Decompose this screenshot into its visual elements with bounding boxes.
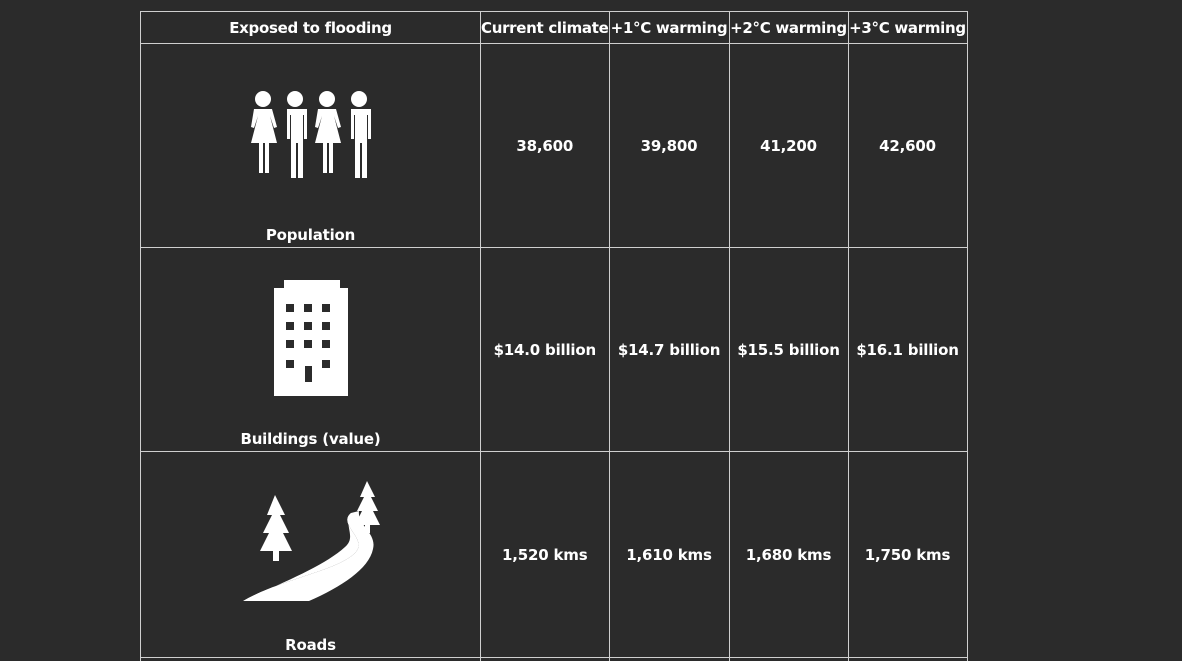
value-population-plus-1c: 39,800 <box>608 43 730 248</box>
value-buildings-plus-2c: $15.5 billion <box>728 247 849 452</box>
row-label-roads: Roads <box>285 636 336 654</box>
table-row-partial <box>140 657 968 661</box>
value-population-plus-2c: 41,200 <box>728 43 849 248</box>
value-population-plus-3c: 42,600 <box>847 43 968 248</box>
header-exposed: Exposed to flooding <box>140 11 481 44</box>
header-current-climate: Current climate <box>480 11 610 44</box>
row-label-population: Population <box>265 226 356 244</box>
value-population-current: 38,600 <box>480 43 610 248</box>
value-roads-plus-3c: 1,750 kms <box>847 451 968 658</box>
partial-cell <box>728 657 849 661</box>
row-label-buildings: Buildings (value) <box>240 430 381 448</box>
flood-exposure-table: Exposed to flooding Current climate +1°C… <box>140 11 968 661</box>
partial-cell <box>847 657 968 661</box>
table-row-buildings: Buildings (value) $14.0 billion $14.7 bi… <box>140 247 968 452</box>
value-buildings-plus-1c: $14.7 billion <box>608 247 730 452</box>
partial-cell <box>608 657 730 661</box>
road-trees-icon <box>141 479 480 603</box>
header-plus-3c: +3°C warming <box>847 11 968 44</box>
value-roads-plus-2c: 1,680 kms <box>728 451 849 658</box>
partial-cell <box>140 657 481 661</box>
building-icon <box>141 278 480 398</box>
value-roads-plus-1c: 1,610 kms <box>608 451 730 658</box>
header-plus-2c: +2°C warming <box>728 11 849 44</box>
table-row-roads: Roads 1,520 kms 1,610 kms 1,680 kms 1,75… <box>140 451 968 658</box>
partial-cell <box>480 657 610 661</box>
header-row: Exposed to flooding Current climate +1°C… <box>140 11 968 44</box>
value-buildings-plus-3c: $16.1 billion <box>847 247 968 452</box>
header-plus-1c: +1°C warming <box>608 11 730 44</box>
row-header-population: Population <box>140 43 481 248</box>
row-header-roads: Roads <box>140 451 481 658</box>
table-row-population: Population 38,600 39,800 41,200 42,600 <box>140 43 968 248</box>
row-header-buildings: Buildings (value) <box>140 247 481 452</box>
people-icon <box>141 90 480 182</box>
value-roads-current: 1,520 kms <box>480 451 610 658</box>
value-buildings-current: $14.0 billion <box>480 247 610 452</box>
